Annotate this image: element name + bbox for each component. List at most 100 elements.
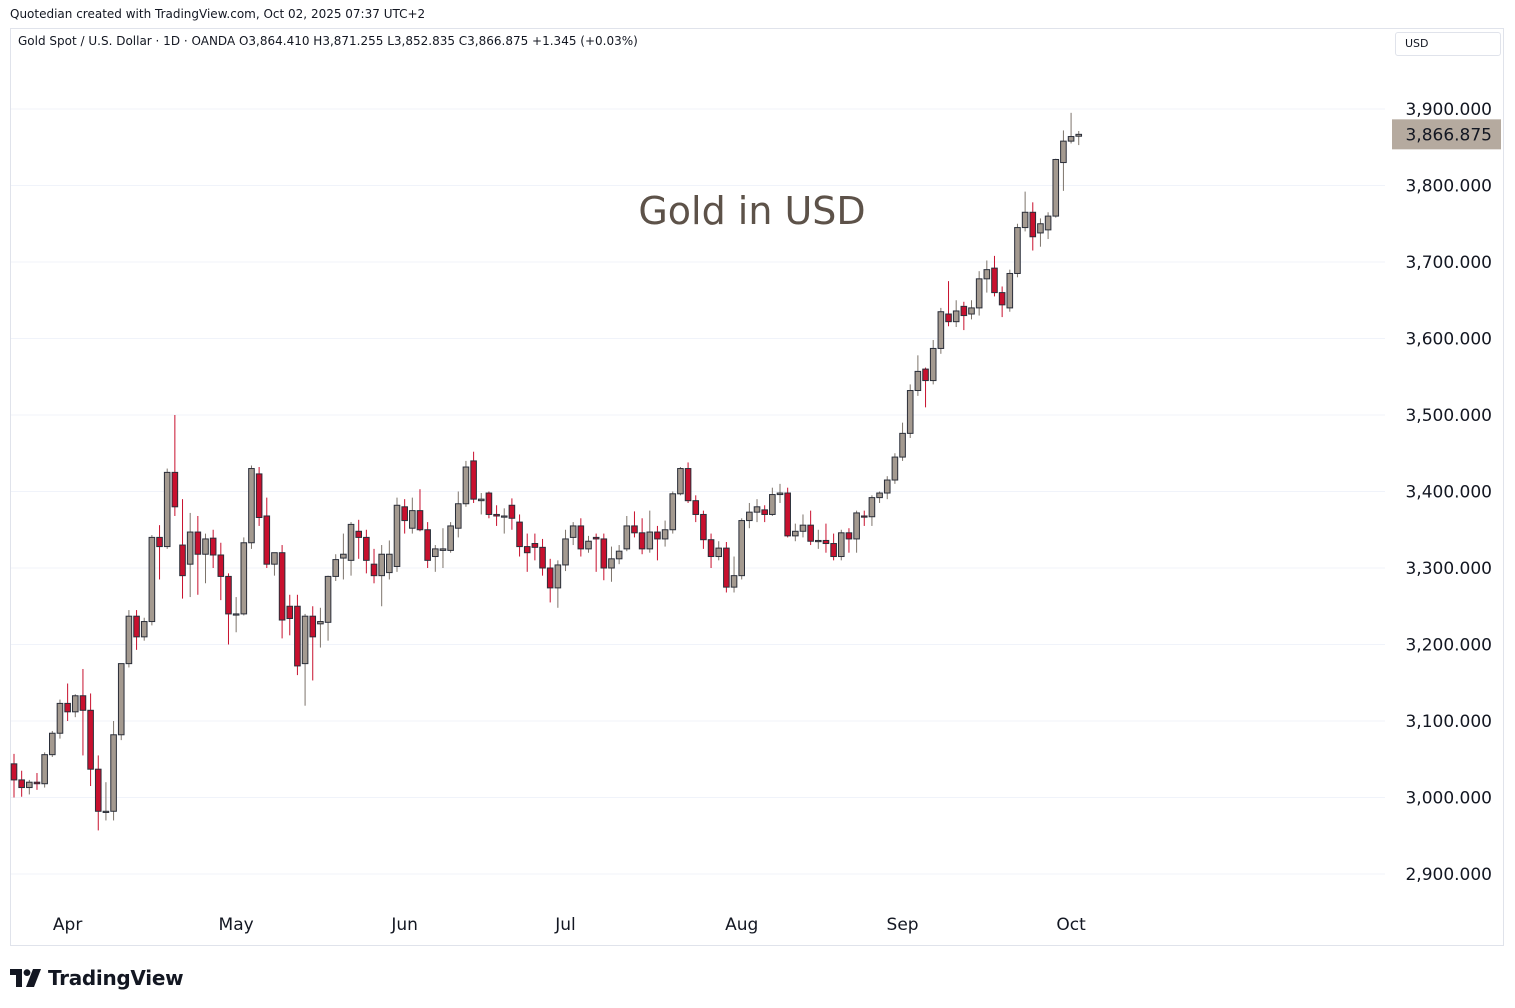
candle-body (33, 781, 41, 785)
candle (41, 752, 48, 788)
candle-body (883, 479, 891, 494)
candle (386, 540, 393, 580)
candle (906, 384, 914, 438)
candle-body (409, 510, 416, 529)
candle (868, 495, 876, 526)
candle-body (64, 702, 71, 713)
candle (1067, 112, 1075, 144)
candle (10, 753, 18, 798)
candle-body (516, 521, 523, 548)
tradingview-logo-icon (10, 969, 41, 987)
candle-body (860, 515, 868, 518)
candle-body (10, 763, 18, 781)
candle (845, 528, 853, 553)
candle-body (684, 468, 692, 502)
candle (424, 522, 431, 568)
candle-body (1067, 136, 1075, 142)
candle-body (569, 525, 577, 538)
candle-body (71, 695, 79, 713)
candle (753, 499, 761, 523)
candle-body (937, 311, 945, 349)
candle (156, 525, 163, 580)
candle-body (117, 663, 125, 736)
candle (638, 518, 646, 555)
candle-body (769, 494, 776, 515)
candle-body (807, 524, 814, 542)
candle (952, 300, 960, 328)
candle-body (232, 613, 240, 616)
candle (769, 487, 776, 516)
candle (439, 528, 447, 568)
candle (738, 518, 746, 580)
candle (692, 495, 700, 523)
candle (462, 460, 470, 507)
candle-body (577, 525, 585, 550)
candle-body (1075, 133, 1083, 137)
candle (470, 451, 477, 503)
tradingview-logo[interactable]: TradingView (10, 965, 184, 991)
candle-body (546, 567, 554, 589)
candle-body (94, 768, 102, 812)
x-tick-label: Jul (554, 915, 576, 935)
last-price-badge (1392, 119, 1501, 150)
candle (1014, 223, 1021, 278)
candle (133, 610, 140, 650)
candle (355, 519, 362, 559)
y-tick-label: 3,600.000 (1405, 330, 1492, 350)
candle-body (324, 575, 332, 623)
candle (286, 594, 294, 636)
candle (998, 286, 1006, 318)
candle-body (753, 506, 761, 513)
candle (409, 497, 416, 534)
candle (991, 255, 998, 297)
candle (340, 533, 347, 580)
candle (508, 498, 516, 530)
candle (600, 533, 608, 581)
candle-body (148, 536, 156, 623)
candle-body (140, 621, 148, 638)
candle-body (776, 492, 784, 496)
candle (477, 493, 485, 515)
candle (899, 422, 906, 461)
candle (432, 545, 439, 572)
candle-body (677, 468, 684, 495)
candle (370, 548, 378, 584)
candle-body (355, 530, 362, 538)
candle-body (960, 305, 968, 317)
chart-title: Gold in USD (638, 189, 865, 233)
candle-body (194, 531, 202, 555)
candle-body (454, 503, 462, 529)
candle (554, 560, 562, 608)
candle-body (317, 621, 324, 625)
candle-body (623, 525, 631, 550)
candle (822, 523, 830, 553)
candle (1006, 269, 1014, 312)
candle-body (340, 553, 347, 559)
candle (393, 497, 401, 572)
candle-body (845, 532, 853, 540)
candle-body (1006, 272, 1014, 309)
candle (324, 575, 332, 641)
candle-body (309, 615, 317, 638)
candle (539, 538, 546, 576)
candle (585, 535, 592, 553)
candle-body (876, 492, 883, 499)
candle (523, 533, 531, 572)
candle (929, 340, 937, 385)
candle (646, 510, 654, 553)
candle (615, 545, 623, 565)
candle-body (952, 310, 960, 323)
candle (194, 515, 202, 595)
currency-selector[interactable]: USD (1395, 32, 1501, 56)
candle-body (1014, 227, 1021, 274)
candle-body (370, 563, 378, 577)
candle (186, 512, 194, 598)
candle-body (730, 575, 738, 588)
candle (623, 515, 631, 552)
candle (232, 597, 240, 633)
candle (684, 462, 692, 503)
y-tick-label: 3,100.000 (1405, 712, 1492, 732)
candle-body (945, 313, 952, 323)
candle (79, 668, 87, 756)
